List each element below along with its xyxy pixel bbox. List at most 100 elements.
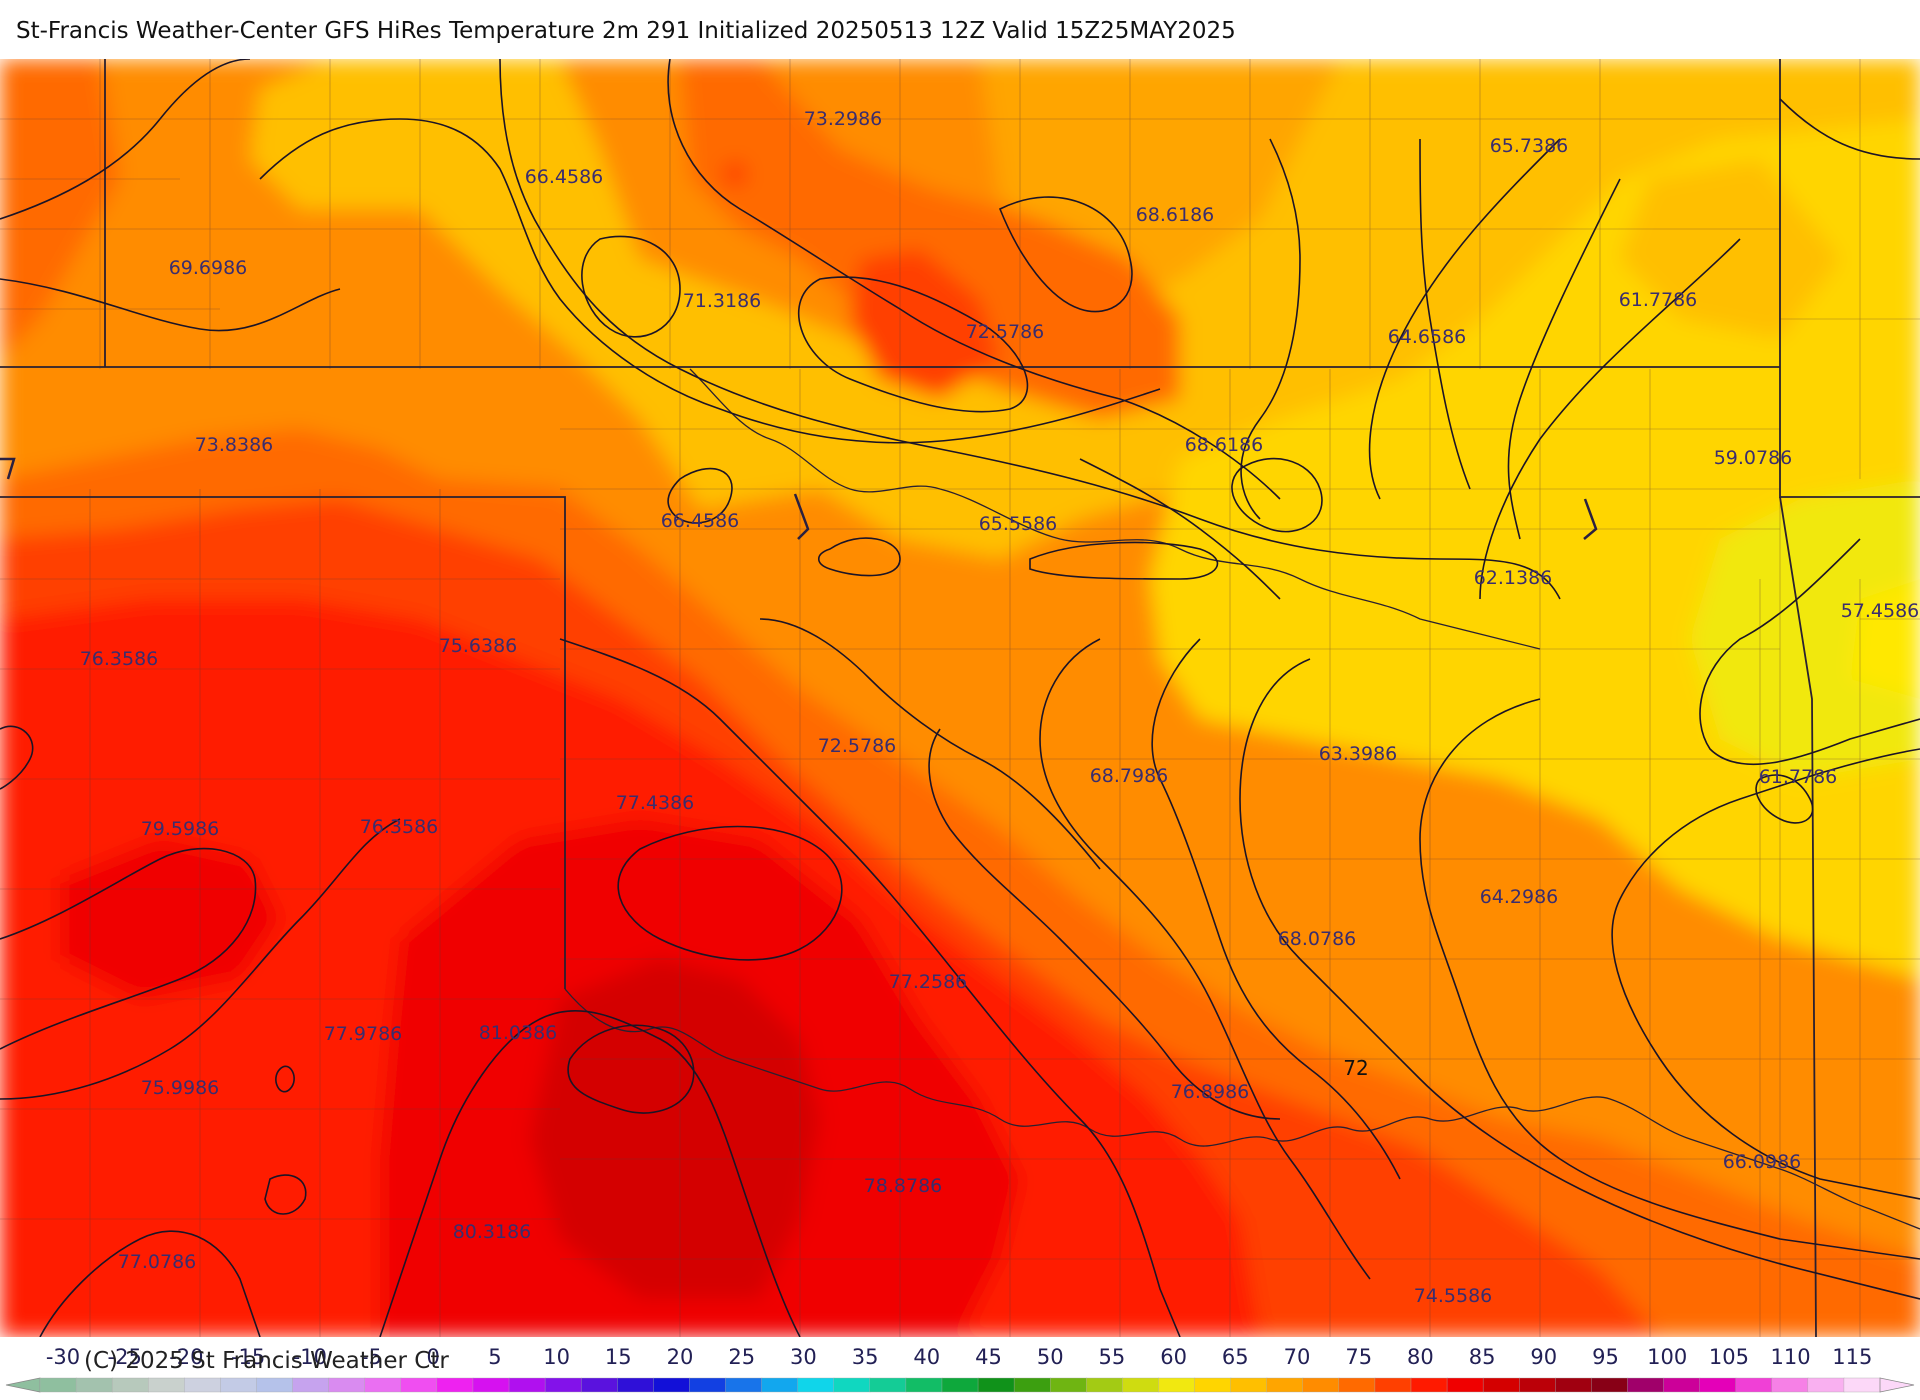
temperature-label: 73.2986 bbox=[804, 108, 883, 130]
temperature-label: 77.4386 bbox=[616, 792, 695, 814]
temperature-label: 57.4586 bbox=[1841, 600, 1920, 622]
temperature-label: 75.9986 bbox=[141, 1077, 220, 1099]
legend-color-box bbox=[689, 1377, 727, 1393]
legend-tick-label: 5 bbox=[488, 1345, 501, 1369]
temperature-label: 63.3986 bbox=[1319, 743, 1398, 765]
temperature-label: 64.6586 bbox=[1388, 326, 1467, 348]
map-title: St-Francis Weather-Center GFS HiRes Temp… bbox=[16, 18, 1236, 44]
legend-tick-label: 20 bbox=[667, 1345, 694, 1369]
legend-tick-label: 85 bbox=[1469, 1345, 1496, 1369]
temperature-label: 74.5586 bbox=[1414, 1285, 1493, 1307]
state-borders bbox=[0, 59, 1920, 1337]
legend-tick-label: 0 bbox=[427, 1345, 440, 1369]
legend-color-box bbox=[148, 1377, 186, 1393]
legend-color-box bbox=[364, 1377, 402, 1393]
legend-tick-label: 45 bbox=[975, 1345, 1002, 1369]
legend-color-box bbox=[653, 1377, 691, 1393]
temperature-label: 69.6986 bbox=[169, 257, 248, 279]
legend-tick-label: 80 bbox=[1407, 1345, 1434, 1369]
legend-tick-label: 115 bbox=[1832, 1345, 1872, 1369]
legend-color-box bbox=[111, 1377, 149, 1393]
legend-color-box bbox=[1627, 1377, 1665, 1393]
legend-color-box bbox=[869, 1377, 907, 1393]
legend-color-box bbox=[436, 1377, 474, 1393]
legend-tick-label: -15 bbox=[231, 1345, 265, 1369]
legend-color-box bbox=[1410, 1377, 1448, 1393]
temperature-label: 65.7386 bbox=[1490, 135, 1569, 157]
legend-tick-label: 90 bbox=[1530, 1345, 1557, 1369]
temperature-fill bbox=[0, 59, 1920, 1337]
temperature-label: 73.8386 bbox=[195, 434, 274, 456]
legend-color-box bbox=[1302, 1377, 1340, 1393]
temperature-label: 77.9786 bbox=[324, 1023, 403, 1045]
legend-tick-label: 40 bbox=[913, 1345, 940, 1369]
legend-tick-label: 110 bbox=[1771, 1345, 1811, 1369]
legend-color-box bbox=[1122, 1377, 1160, 1393]
copyright-notice: (C) 2025 St Francis Weather Ctr bbox=[84, 1348, 449, 1374]
temperature-label: 75.6386 bbox=[439, 635, 518, 657]
temperature-label: 66.4586 bbox=[661, 510, 740, 532]
legend-color-box bbox=[400, 1377, 438, 1393]
legend-tick-label: -20 bbox=[169, 1345, 203, 1369]
temperature-label: 62.1386 bbox=[1474, 567, 1553, 589]
legend-tick-label: -30 bbox=[46, 1345, 80, 1369]
temperature-label: 79.5986 bbox=[141, 818, 220, 840]
temperature-point-labels: 73.2986 66.4586 65.7386 68.6186 69.6986 71.31… bbox=[80, 108, 1920, 1307]
legend-low-arrow bbox=[5, 1377, 41, 1393]
legend-color-box bbox=[292, 1377, 330, 1393]
legend-tick-label: 35 bbox=[852, 1345, 879, 1369]
legend-color-box bbox=[1446, 1377, 1484, 1393]
legend-tick-label: 75 bbox=[1345, 1345, 1372, 1369]
legend-color-box bbox=[1158, 1377, 1196, 1393]
temperature-label: 81.0386 bbox=[479, 1022, 558, 1044]
temperature-label: 68.6186 bbox=[1185, 434, 1264, 456]
legend-color-box bbox=[472, 1377, 510, 1393]
legend-color-box bbox=[977, 1377, 1015, 1393]
legend-color-box bbox=[1699, 1377, 1737, 1393]
legend-color-box bbox=[1230, 1377, 1268, 1393]
legend-tick-label: 10 bbox=[543, 1345, 570, 1369]
temperature-label: 61.7786 bbox=[1759, 766, 1838, 788]
color-legend: -30 -25 -20 -15 -10 -5 0 5 10 15 20 25 30 35 40 45 50 55 6… bbox=[5, 1345, 1915, 1393]
legend-color-box bbox=[1013, 1377, 1051, 1393]
legend-color-box bbox=[580, 1377, 618, 1393]
river-border bbox=[564, 368, 1920, 1230]
legend-tick-label: 30 bbox=[790, 1345, 817, 1369]
temperature-label: 71.3186 bbox=[683, 290, 762, 312]
temperature-label: 59.0786 bbox=[1714, 447, 1793, 469]
legend-color-box bbox=[1266, 1377, 1304, 1393]
temperature-label: 76.3586 bbox=[360, 816, 439, 838]
temperature-label: 64.2986 bbox=[1480, 886, 1559, 908]
legend-color-box bbox=[1735, 1377, 1773, 1393]
legend-color-box bbox=[1482, 1377, 1520, 1393]
temperature-label: 68.0786 bbox=[1278, 928, 1357, 950]
legend-tick-label: 15 bbox=[605, 1345, 632, 1369]
temperature-label: 76.3586 bbox=[80, 648, 159, 670]
legend-tick-label: 25 bbox=[728, 1345, 755, 1369]
temperature-label: 77.2586 bbox=[889, 971, 968, 993]
legend-color-box bbox=[1374, 1377, 1412, 1393]
temperature-label: 66.0986 bbox=[1723, 1151, 1802, 1173]
contour-value-label: 72 bbox=[1343, 1056, 1368, 1080]
wind-barbs bbox=[0, 457, 1598, 540]
temperature-label: 61.7786 bbox=[1619, 289, 1698, 311]
legend-color-box bbox=[1663, 1377, 1701, 1393]
legend-color-box bbox=[508, 1377, 546, 1393]
legend-color-box bbox=[1194, 1377, 1232, 1393]
legend-color-box bbox=[1519, 1377, 1556, 1393]
temperature-map: 73.2986 66.4586 65.7386 68.6186 69.6986 71.31… bbox=[0, 59, 1920, 1337]
legend-tick-label: -5 bbox=[361, 1345, 382, 1369]
legend-color-box bbox=[1843, 1377, 1881, 1393]
legend-tick-label: 70 bbox=[1284, 1345, 1311, 1369]
legend-color-box bbox=[184, 1377, 222, 1393]
legend-color-box bbox=[1807, 1377, 1845, 1393]
legend-tick-label: 95 bbox=[1592, 1345, 1619, 1369]
legend-tick-label: 105 bbox=[1709, 1345, 1749, 1369]
temperature-label: 66.4586 bbox=[525, 166, 604, 188]
legend-color-box bbox=[75, 1377, 113, 1393]
legend-tick-label: 65 bbox=[1222, 1345, 1249, 1369]
temperature-label: 68.7986 bbox=[1090, 765, 1169, 787]
legend-color-box bbox=[725, 1377, 763, 1393]
legend-color-box bbox=[544, 1377, 582, 1393]
legend-color-box bbox=[833, 1377, 871, 1393]
